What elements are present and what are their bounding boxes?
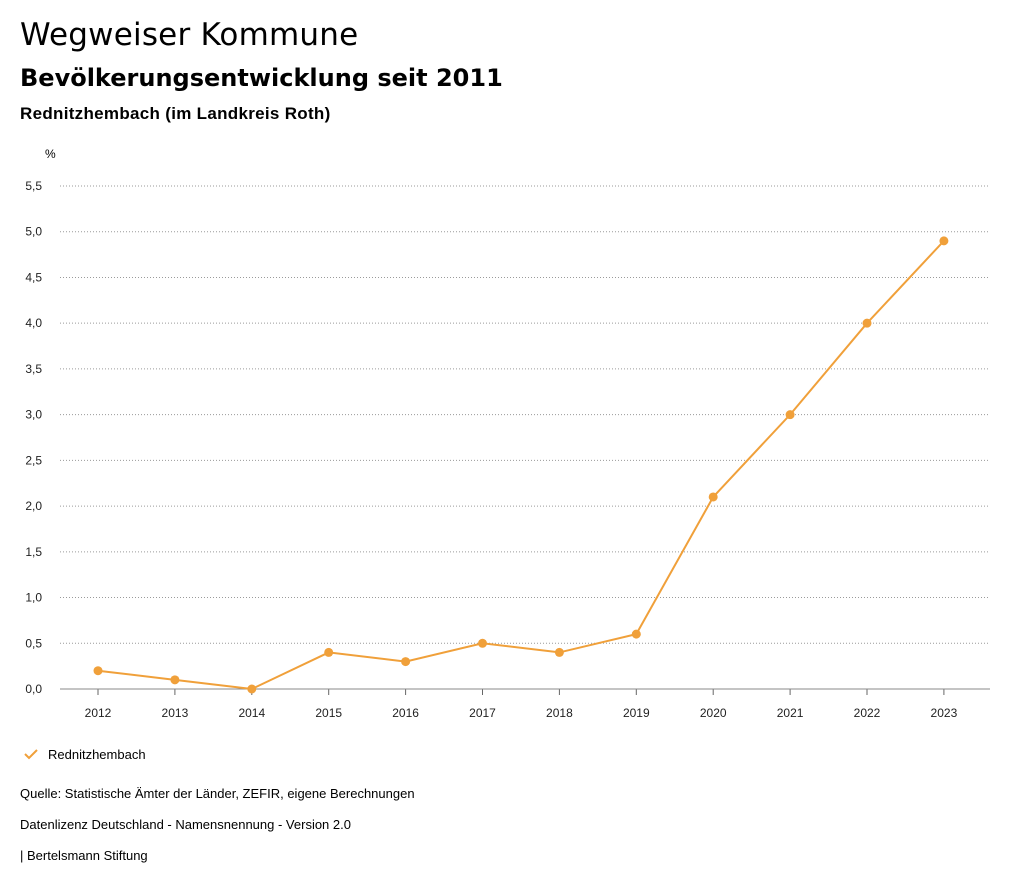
series-line bbox=[97, 240, 945, 691]
y-tick-label: 4,5 bbox=[25, 270, 42, 284]
data-point bbox=[247, 684, 257, 694]
x-tick-label: 2015 bbox=[315, 706, 342, 720]
data-point bbox=[170, 675, 180, 685]
y-axis-unit-label: % bbox=[45, 147, 56, 161]
data-point bbox=[554, 647, 564, 657]
y-tick-label: 5,5 bbox=[25, 179, 42, 193]
x-tick-label: 2016 bbox=[392, 706, 419, 720]
license-note: Datenlizenz Deutschland - Namensnennung … bbox=[20, 817, 351, 832]
x-tick-label: 2012 bbox=[85, 706, 112, 720]
x-tick-label: 2023 bbox=[931, 706, 958, 720]
data-point bbox=[708, 492, 718, 502]
y-tick-label: 0,5 bbox=[25, 636, 42, 650]
y-tick-label: 2,5 bbox=[25, 453, 42, 467]
data-point bbox=[401, 657, 411, 667]
data-point bbox=[631, 629, 641, 639]
x-tick-label: 2013 bbox=[162, 706, 189, 720]
x-tick-label: 2021 bbox=[777, 706, 804, 720]
x-tick-label: 2020 bbox=[700, 706, 727, 720]
y-tick-label: 1,5 bbox=[25, 545, 42, 559]
chart-subtitle: Bevölkerungsentwicklung seit 2011 bbox=[20, 64, 503, 92]
data-point bbox=[324, 647, 334, 657]
y-tick-label: 4,0 bbox=[25, 316, 42, 330]
line-chart: % 0,0 0,5 1,0 1,5 2,0 2,5 3,0 3,5 4,0 4,5 5,0 5,5 2… bbox=[25, 147, 990, 720]
chart-legend[interactable]: Rednitzhembach bbox=[22, 745, 146, 763]
region-label: Rednitzhembach (im Landkreis Roth) bbox=[20, 104, 331, 123]
legend-label: Rednitzhembach bbox=[48, 746, 146, 762]
y-tick-label: 0,0 bbox=[25, 682, 42, 696]
y-tick-label: 3,0 bbox=[25, 408, 42, 422]
x-tick-label: 2017 bbox=[469, 706, 496, 720]
data-point bbox=[862, 318, 872, 328]
x-tick-label: 2018 bbox=[546, 706, 573, 720]
y-tick-label: 5,0 bbox=[25, 225, 42, 239]
data-point bbox=[939, 236, 949, 246]
data-point bbox=[93, 666, 103, 676]
publisher-note: | Bertelsmann Stiftung bbox=[20, 848, 148, 863]
source-note: Quelle: Statistische Ämter der Länder, Z… bbox=[20, 786, 415, 801]
data-point bbox=[785, 410, 795, 420]
legend-check-icon bbox=[24, 749, 38, 760]
x-tick-label: 2022 bbox=[854, 706, 881, 720]
x-tick-label: 2019 bbox=[623, 706, 650, 720]
data-point bbox=[478, 638, 487, 648]
page-title: Wegweiser Kommune bbox=[20, 17, 359, 53]
y-tick-label: 1,0 bbox=[25, 591, 42, 605]
x-tick-label: 2014 bbox=[238, 706, 265, 720]
y-tick-label: 3,5 bbox=[25, 362, 42, 376]
y-tick-label: 2,0 bbox=[25, 499, 42, 513]
